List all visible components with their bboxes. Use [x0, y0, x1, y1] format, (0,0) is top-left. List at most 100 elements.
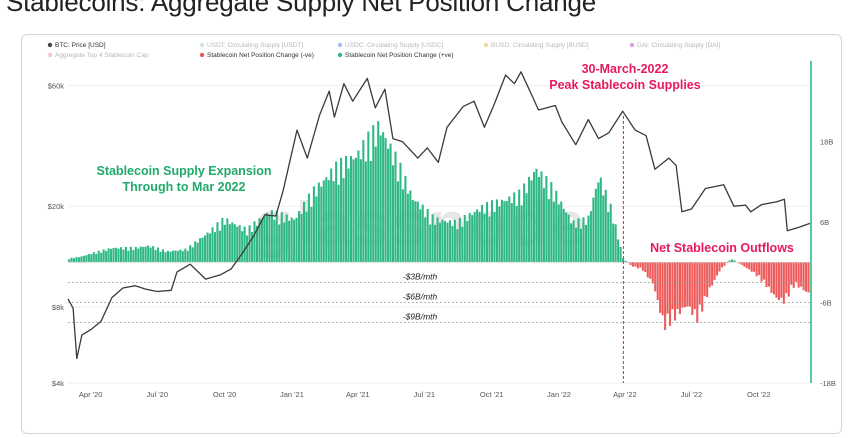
y-left-tick-label: $60k — [48, 82, 65, 91]
bar-positive — [152, 246, 155, 263]
bar-positive — [169, 251, 172, 263]
bar-negative — [760, 262, 763, 282]
bar-positive — [436, 217, 439, 263]
legend-marker — [629, 42, 635, 48]
y-left-tick-label: $8k — [52, 303, 64, 312]
bar-positive — [592, 197, 595, 263]
bar-positive — [535, 168, 538, 263]
bar-positive — [265, 212, 268, 263]
bar-positive — [233, 224, 236, 263]
legend-marker — [47, 42, 53, 48]
bar-positive — [404, 176, 407, 263]
bar-positive — [476, 209, 479, 263]
bar-negative — [698, 262, 701, 305]
bar-positive — [147, 245, 150, 263]
bar-positive — [513, 192, 516, 263]
page-title: Stablecoins: Aggregate Supply Net Positi… — [6, 0, 597, 17]
legend-marker — [337, 42, 343, 48]
bar-positive — [275, 210, 278, 263]
bar-positive — [161, 249, 165, 263]
annotation-text: Stablecoin Supply Expansion — [96, 164, 271, 178]
bar-positive — [441, 219, 444, 263]
y-right-tick-label: -6B — [820, 299, 832, 308]
bar-positive — [273, 219, 276, 263]
bar-negative — [785, 262, 788, 294]
gridlines — [68, 85, 810, 384]
chart-svg: glassnode -$3B/mth-$6B/mth-$9B/mth $4k$8… — [47, 42, 836, 399]
bar-positive — [285, 214, 288, 263]
bar-negative — [651, 262, 654, 284]
bar-positive — [293, 219, 296, 263]
bar-positive — [354, 157, 357, 263]
reference-line-label: -$6B/mth — [403, 292, 438, 302]
bar-negative — [755, 262, 758, 277]
chart-panel: glassnode -$3B/mth-$6B/mth-$9B/mth $4k$8… — [21, 34, 842, 434]
bar-positive — [283, 222, 286, 263]
bar-negative — [740, 262, 743, 265]
bar-positive — [448, 220, 451, 263]
bar-positive — [119, 247, 123, 263]
bar-positive — [545, 175, 548, 263]
reference-line-label: -$3B/mth — [403, 271, 438, 281]
bar-positive — [461, 226, 464, 263]
bar-positive — [80, 256, 83, 263]
bar-positive — [599, 177, 602, 263]
bar-negative — [743, 262, 746, 267]
bar-positive — [223, 224, 226, 263]
bar-positive — [302, 202, 306, 263]
bar-positive — [315, 196, 318, 263]
legend-label: Aggregate Top 4 Stablecoin Cap — [55, 52, 149, 59]
bar-positive — [77, 257, 80, 263]
bar-positive — [110, 248, 113, 263]
annotation-text: Net Stablecoin Outflows — [650, 241, 794, 255]
bar-negative — [748, 262, 751, 270]
bar-positive — [500, 199, 503, 263]
bar-positive — [429, 224, 432, 263]
legend-label: BUSD: Circulating Supply [BUSD] — [491, 42, 589, 49]
bar-positive — [463, 214, 466, 263]
bar-positive — [82, 255, 85, 263]
bar-positive — [565, 212, 568, 263]
x-tick-label: Jul '20 — [147, 390, 168, 399]
legend-marker — [199, 52, 205, 58]
bar-positive — [609, 203, 612, 263]
bar-positive — [505, 200, 508, 263]
bar-positive — [307, 193, 310, 263]
bar-positive — [263, 216, 266, 263]
bar-positive — [372, 125, 375, 263]
bar-positive — [129, 246, 132, 263]
bar-positive — [327, 180, 330, 263]
bar-negative — [723, 262, 726, 266]
reference-line-label: -$9B/mth — [403, 312, 438, 322]
bar-positive — [95, 253, 98, 263]
bar-positive — [142, 246, 145, 263]
x-tick-label: Oct '20 — [213, 390, 237, 399]
bar-positive — [68, 259, 71, 263]
bar-positive — [154, 250, 157, 263]
x-tick-label: Oct '21 — [480, 390, 504, 399]
bar-positive — [87, 253, 90, 263]
bar-positive — [446, 222, 449, 263]
bar-positive — [105, 250, 108, 263]
bar-positive — [186, 250, 189, 263]
bar-positive — [189, 245, 192, 263]
bar-positive — [134, 246, 137, 263]
bar-positive — [453, 219, 456, 263]
y-right-tick-label: 18B — [820, 138, 833, 147]
bar-positive — [369, 161, 372, 263]
bar-negative — [688, 262, 691, 307]
bar-negative — [631, 262, 634, 267]
bar-positive — [132, 249, 135, 263]
legend: BTC: Price [USD] USDT: Circulating Supply… — [47, 42, 720, 59]
bar-positive — [367, 131, 370, 263]
bar-negative — [713, 262, 716, 281]
bar-positive — [300, 214, 303, 263]
y-right-tick-label: 6B — [820, 218, 829, 227]
x-tick-label: Jan '22 — [547, 390, 571, 399]
bar-positive — [485, 202, 489, 263]
bar-positive — [510, 203, 513, 263]
bar-positive — [107, 248, 110, 263]
bar-negative — [795, 262, 798, 282]
bar-positive — [199, 238, 202, 263]
bar-negative — [669, 262, 672, 326]
